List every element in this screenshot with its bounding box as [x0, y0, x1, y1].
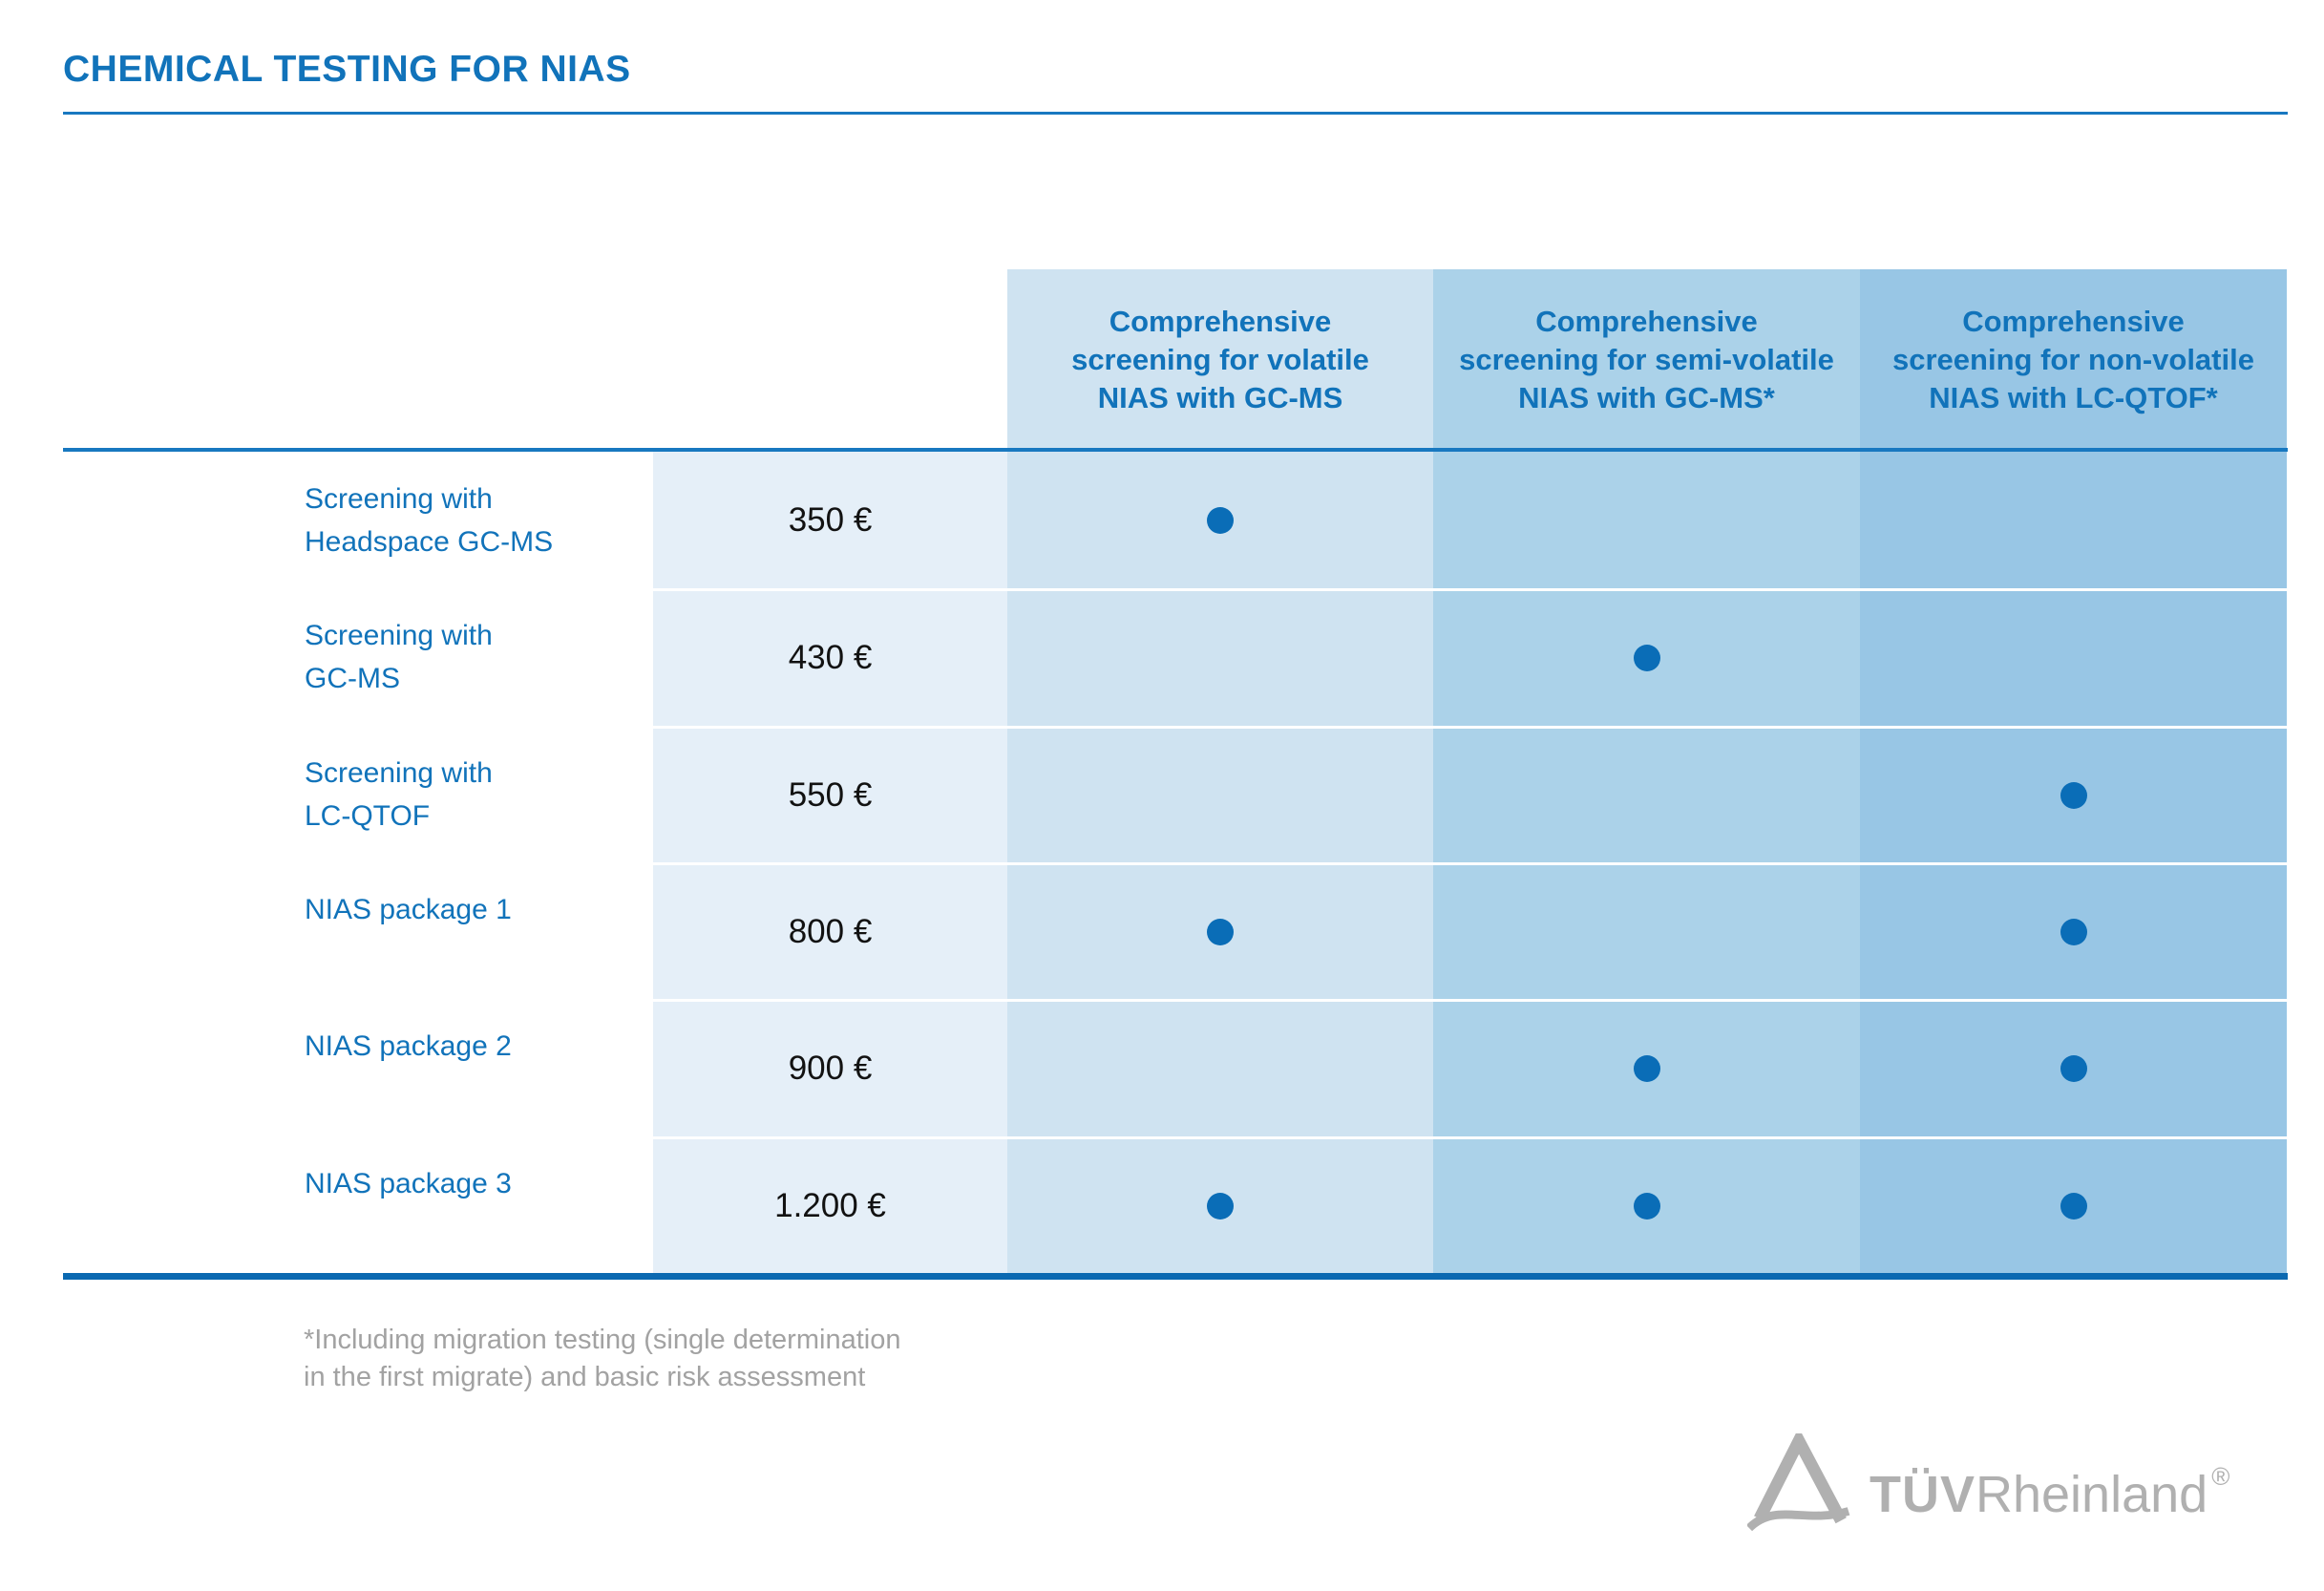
page-title: CHEMICAL TESTING FOR NIAS [63, 49, 631, 90]
included-dot [1633, 645, 1660, 672]
table-bottom-rule [63, 1273, 2288, 1280]
mark-cell [1007, 861, 1433, 1000]
mark-cell [1007, 452, 1433, 589]
mark-cell [1007, 725, 1433, 862]
price-cell: 900 € [653, 999, 1007, 1136]
mark-cell [1860, 725, 2287, 862]
included-dot [1207, 506, 1234, 534]
price-cell: 550 € [653, 725, 1007, 862]
row-label: Screening with Headspace GC-MS [305, 483, 554, 558]
column-header-nonvolatile-lcqtof: Comprehensive screening for non-volatile… [1860, 269, 2287, 450]
logo-tuv: TÜV [1870, 1466, 1975, 1523]
mark-cell [1433, 725, 1860, 862]
row-label: Screening with GC-MS [305, 620, 493, 695]
mark-cell [1860, 588, 2287, 726]
included-dot [2060, 781, 2087, 809]
included-dot [2060, 919, 2087, 946]
tuv-rheinland-wordmark: TÜVRheinland ® [1870, 1464, 2229, 1520]
included-dot [2060, 1055, 2087, 1083]
row-label: NIAS package 3 [305, 1167, 512, 1199]
mark-cell [1007, 999, 1433, 1136]
header-divider [63, 448, 2288, 452]
included-dot [2060, 1192, 2087, 1220]
logo-rheinland: Rheinland [1975, 1466, 2208, 1523]
title-divider [63, 112, 2288, 115]
footnote: *Including migration testing (single det… [304, 1325, 901, 1392]
mark-cell [1433, 1135, 1860, 1273]
table-row: NIAS package 1 800 € [63, 861, 2288, 1000]
price-cell: 430 € [653, 588, 1007, 726]
included-dot [1207, 1192, 1234, 1220]
mark-cell [1433, 861, 1860, 1000]
column-header-semivolatile-gcms: Comprehensive screening for semi-volatil… [1433, 269, 1860, 450]
table-row: NIAS package 3 1.200 € [63, 1135, 2288, 1273]
mark-cell [1433, 452, 1860, 589]
mark-cell [1007, 588, 1433, 726]
table-row: NIAS package 2 900 € [63, 999, 2288, 1136]
table-row: Screening with LC-QTOF 550 € [63, 725, 2288, 862]
row-label: NIAS package 1 [305, 893, 512, 925]
price-cell: 800 € [653, 861, 1007, 1000]
row-label: NIAS package 2 [305, 1030, 512, 1063]
mark-cell [1860, 452, 2287, 589]
included-dot [1633, 1055, 1660, 1083]
included-dot [1207, 919, 1234, 946]
table-row: Screening with Headspace GC-MS 350 € [63, 452, 2288, 589]
column-header-volatile-gcms: Comprehensive screening for volatile NIA… [1007, 269, 1433, 450]
registered-trademark-icon: ® [2211, 1462, 2230, 1491]
mark-cell [1860, 999, 2287, 1136]
mark-cell [1433, 999, 1860, 1136]
mark-cell [1860, 1135, 2287, 1273]
included-dot [1633, 1192, 1660, 1220]
tuv-rheinland-triangle-icon [1747, 1433, 1850, 1531]
table-row: Screening with GC-MS 430 € [63, 588, 2288, 726]
mark-cell [1860, 861, 2287, 1000]
row-label: Screening with LC-QTOF [305, 756, 493, 832]
pricing-table: Screening with Headspace GC-MS 350 € Scr… [63, 452, 2288, 1273]
price-cell: 350 € [653, 452, 1007, 589]
mark-cell [1433, 588, 1860, 726]
price-cell: 1.200 € [653, 1135, 1007, 1273]
mark-cell [1007, 1135, 1433, 1273]
